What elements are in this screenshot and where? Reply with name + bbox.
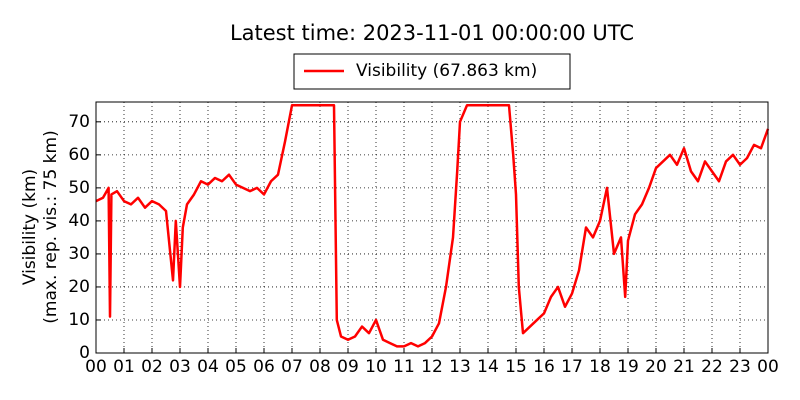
y-axis-label-line: Visibility (km) — [20, 169, 40, 285]
x-tick-label: 03 — [169, 357, 191, 377]
x-tick-label: 08 — [309, 357, 331, 377]
x-tick-label: 14 — [477, 357, 499, 377]
x-tick-label: 12 — [421, 357, 443, 377]
x-tick-label: 00 — [757, 357, 779, 377]
x-tick-label: 06 — [253, 357, 275, 377]
x-tick-label: 21 — [673, 357, 695, 377]
x-tick-label: 09 — [337, 357, 359, 377]
y-tick-label: 60 — [68, 145, 90, 165]
x-tick-label: 11 — [393, 357, 415, 377]
y-axis-label: Visibility (km) (max. rep. vis.: 75 km) — [20, 130, 61, 323]
data-line — [95, 104, 770, 348]
legend-label: Visibility (67.863 km) — [356, 61, 537, 81]
plot-frame — [95, 101, 769, 354]
x-tick-label: 17 — [561, 357, 583, 377]
x-tick-label: 05 — [225, 357, 247, 377]
x-tick-label: 16 — [533, 357, 555, 377]
y-tick-label: 30 — [68, 244, 90, 264]
x-tick-label: 07 — [281, 357, 303, 377]
x-tick-label: 23 — [729, 357, 751, 377]
x-tick-label: 00 — [85, 357, 107, 377]
x-tick-label: 01 — [113, 357, 135, 377]
x-tick-label: 10 — [365, 357, 387, 377]
y-tick-label: 10 — [68, 310, 90, 330]
x-tick-label: 20 — [645, 357, 667, 377]
x-tick-label: 04 — [197, 357, 219, 377]
x-tick-label: 22 — [701, 357, 723, 377]
chart-title: Latest time: 2023-11-01 00:00:00 UTC — [230, 21, 634, 45]
x-tick-label: 18 — [589, 357, 611, 377]
y-tick-label: 0 — [79, 343, 90, 363]
x-tick-label: 15 — [505, 357, 527, 377]
y-tick-label: 70 — [68, 112, 90, 132]
y-tick-label: 50 — [68, 178, 90, 198]
y-tick-label: 40 — [68, 211, 90, 231]
y-tick-label: 20 — [68, 277, 90, 297]
x-tick-label: 13 — [449, 357, 471, 377]
x-tick-label: 19 — [617, 357, 639, 377]
x-tick-label: 02 — [141, 357, 163, 377]
y-axis-label-line: (max. rep. vis.: 75 km) — [41, 130, 61, 323]
